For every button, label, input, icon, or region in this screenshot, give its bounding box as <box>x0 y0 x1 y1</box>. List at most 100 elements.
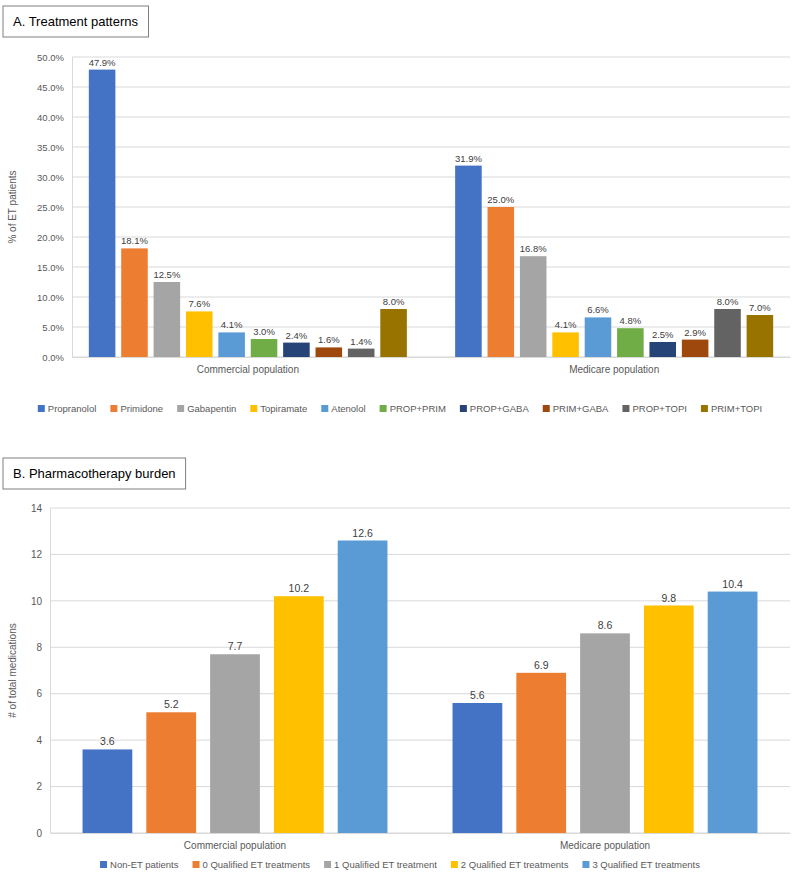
legend-swatch <box>460 405 467 412</box>
x-axis: Commercial population Medicare population <box>51 834 791 852</box>
y-tick: 15.0% <box>37 262 64 273</box>
grid <box>72 57 790 357</box>
y-tick: 10.0% <box>37 292 64 303</box>
grid-line <box>72 87 790 88</box>
data-label: 8.0% <box>383 296 405 307</box>
x-tick-label: Commercial population <box>197 364 299 375</box>
grid-line <box>72 177 790 178</box>
chart-canvas: A. Treatment patterns 0.0% 5.0% 10.0% 15.0% 2… <box>0 0 800 881</box>
y-axis-line <box>50 509 51 834</box>
legend-swatch <box>100 861 107 868</box>
chart-panel: B. Pharmacotherapy burden02468101214Comm… <box>3 458 791 870</box>
legend-label: Propranolol <box>48 403 97 414</box>
legend-label: Primidone <box>120 403 163 414</box>
grid-line <box>50 508 790 509</box>
y-tick: 0.0% <box>42 352 64 363</box>
chart-title: B. Pharmacotherapy burden <box>13 466 176 481</box>
data-label: 12.6 <box>352 527 373 539</box>
y-axis-title: # of total medications <box>7 623 18 718</box>
legend-item: Non-ET patients <box>100 859 179 870</box>
legend-swatch <box>543 405 550 412</box>
y-tick-label: 4 <box>36 735 42 746</box>
y-tick: 10 <box>31 596 43 607</box>
y-tick: 35.0% <box>37 142 64 153</box>
y-tick: 2 <box>36 781 42 792</box>
data-label: 4.8% <box>620 315 642 326</box>
legend-label: Topiramate <box>260 403 307 414</box>
legend-item: PRIM+TOPI <box>701 403 762 414</box>
data-label: 3.6 <box>100 735 115 747</box>
bar <box>580 633 630 833</box>
x-axis-line <box>73 357 791 358</box>
data-label: 9.8 <box>661 592 676 604</box>
y-tick: 5.0% <box>42 322 64 333</box>
data-labels: 47.9%31.9%18.1%25.0%12.5%16.8%7.6%4.1%4.… <box>89 57 772 347</box>
y-tick-label: 10 <box>31 596 43 607</box>
data-label: 7.0% <box>749 302 771 313</box>
chart-panel: A. Treatment patterns 0.0% 5.0% 10.0% 15.0% 2… <box>3 6 791 414</box>
y-tick-label: 8 <box>36 642 42 653</box>
grid-line <box>72 147 790 148</box>
bar <box>154 282 181 357</box>
bar <box>644 606 694 834</box>
bar <box>348 349 375 357</box>
chart-container: A. Treatment patterns 0.0% 5.0% 10.0% 15.0% 2… <box>0 0 800 881</box>
legend-item: 0 Qualified ET treatments <box>193 859 311 870</box>
x-tick-label: Commercial population <box>184 840 286 851</box>
data-label: 18.1% <box>121 235 148 246</box>
bars <box>83 541 758 834</box>
y-tick: 20.0% <box>37 232 64 243</box>
x-tick: Commercial population <box>184 840 286 851</box>
bar <box>218 332 245 357</box>
legend-label: PRIM+TOPI <box>711 403 762 414</box>
data-label: 3.0% <box>253 326 275 337</box>
y-tick-label: 20.0% <box>37 232 64 243</box>
chart-title: A. Treatment patterns <box>13 14 139 29</box>
y-tick: 40.0% <box>37 112 64 123</box>
legend-item: PRIM+GABA <box>543 403 609 414</box>
legend-label: PROP+PRIM <box>390 403 446 414</box>
legend-label: 1 Qualified ET treatment <box>334 859 437 870</box>
y-tick-label: 12 <box>31 549 43 560</box>
bar <box>89 70 116 357</box>
bar <box>251 339 278 357</box>
legend-label: PRIM+GABA <box>553 403 609 414</box>
y-tick-label: 5.0% <box>42 322 64 333</box>
title-frame <box>3 458 186 489</box>
legend-swatch <box>324 861 331 868</box>
y-tick-label: 35.0% <box>37 142 64 153</box>
data-label: 5.2 <box>164 698 179 710</box>
data-label: 4.1% <box>221 319 243 330</box>
legend-swatch <box>701 405 708 412</box>
x-tick-label: Medicare population <box>560 840 650 851</box>
data-label: 12.5% <box>153 269 180 280</box>
legend-item: PROP+PRIM <box>380 403 446 414</box>
y-tick: 4 <box>36 735 42 746</box>
legend-item: 3 Qualified ET treatments <box>582 859 700 870</box>
legend-item: Atenolol <box>321 403 365 414</box>
legend-label: PROP+GABA <box>470 403 530 414</box>
data-label: 8.0% <box>717 296 739 307</box>
y-axis-title: % of ET patients <box>7 170 18 243</box>
bar <box>516 673 566 833</box>
y-tick-label: 45.0% <box>37 82 64 93</box>
data-label: 2.5% <box>652 329 674 340</box>
legend-item: 2 Qualified ET treatments <box>451 859 569 870</box>
grid-line <box>50 600 790 601</box>
bar <box>552 332 579 357</box>
y-tick: 50.0% <box>37 52 64 63</box>
bar <box>714 309 741 357</box>
data-labels: 3.65.65.26.97.78.610.29.812.610.4 <box>100 527 743 748</box>
y-axis-line <box>72 58 73 358</box>
y-tick: 30.0% <box>37 172 64 183</box>
bar <box>747 315 774 357</box>
legend-item: PROP+TOPI <box>622 403 686 414</box>
data-label: 16.8% <box>520 243 547 254</box>
title-box: A. Treatment patterns <box>3 6 149 37</box>
bar <box>649 342 676 357</box>
y-tick-label: 30.0% <box>37 172 64 183</box>
data-label: 2.4% <box>286 330 308 341</box>
y-tick: 0 <box>36 828 42 839</box>
x-tick: Medicare population <box>560 840 650 851</box>
legend-item: Propranolol <box>38 403 97 414</box>
